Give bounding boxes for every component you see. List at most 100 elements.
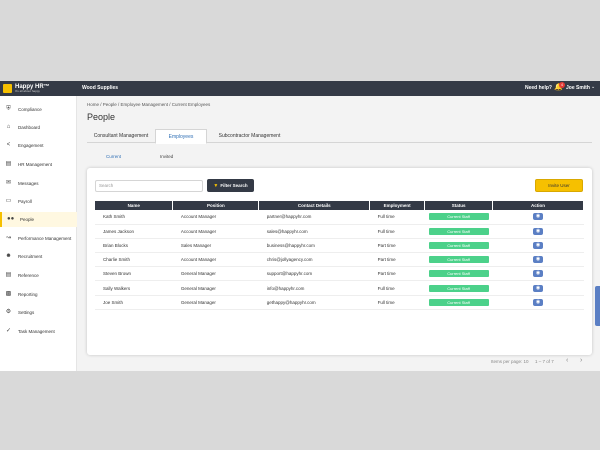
tab-subcontractor-management[interactable]: Subcontractor Management (218, 133, 281, 139)
subtab-current[interactable]: Current (106, 154, 122, 159)
envelope-icon: ✉ (5, 180, 12, 186)
search-input[interactable]: Search (95, 180, 203, 192)
trend-icon: ↝ (5, 235, 12, 241)
bell-icon[interactable]: 🔔 (554, 84, 563, 91)
gear-icon: ⚙ (5, 309, 12, 315)
top-bar: Happy HR™ It's all about happy Wood Supp… (0, 81, 600, 96)
status-badge: Current Staff (428, 213, 489, 221)
sidebar-item-performance[interactable]: ↝ Performance Management (0, 231, 77, 246)
eye-icon[interactable]: ◉ (533, 284, 544, 292)
cell-action: ◉ (492, 210, 584, 225)
cell-status: Current Staff (424, 224, 493, 239)
cell-name: Charlie Smith (95, 252, 173, 268)
status-badge: Current Staff (428, 241, 489, 249)
cell-status: Current Staff (424, 266, 493, 282)
cell-name: James Jackson (95, 224, 173, 239)
column-header-employment[interactable]: Employment (369, 201, 426, 210)
sidebar-item-label: Task Management (18, 329, 55, 334)
subtab-invited[interactable]: Invited (160, 154, 174, 159)
cell-contact: gethappy@happyhr.com (258, 295, 370, 310)
eye-icon[interactable]: ◉ (533, 241, 544, 249)
cell-name: Steven Brown (95, 266, 173, 282)
column-header-name[interactable]: Name (95, 201, 174, 210)
sidebar-item-people[interactable]: ●● People (0, 212, 77, 227)
sidebar-item-messages[interactable]: ✉ Messages (0, 176, 77, 191)
table-row[interactable]: Joe Smith General Manager gethappy@happy… (95, 295, 584, 310)
cell-action: ◉ (492, 295, 584, 310)
tab-consultant-management[interactable]: Consultant Management (93, 133, 149, 139)
filter-search-button[interactable]: ▼ Filter Search (207, 179, 254, 192)
items-per-page-select[interactable]: Items per page: 10 (491, 359, 529, 364)
employees-table: Name Position Contact Details Employment… (95, 201, 584, 310)
eye-icon[interactable]: ◉ (533, 227, 544, 235)
cell-employment: Part time (369, 252, 425, 268)
cell-employment: Full time (369, 210, 425, 225)
table-row[interactable]: Brian Blocks Sales Manager business@happ… (95, 238, 584, 254)
chevron-down-icon[interactable]: ⌄ (591, 84, 596, 90)
sidebar-item-label: Settings (18, 310, 35, 315)
book-icon: ▤ (5, 272, 12, 278)
column-header-status[interactable]: Status (424, 201, 494, 210)
sidebar-item-reference[interactable]: ▤ Reference (0, 268, 77, 283)
column-header-contact[interactable]: Contact Details (258, 201, 371, 210)
eye-icon[interactable]: ◉ (533, 270, 544, 278)
breadcrumb[interactable]: Home / People / Employee Management / Cu… (87, 102, 211, 107)
cell-status: Current Staff (424, 295, 493, 310)
people-icon: ●● (7, 216, 15, 222)
sidebar-item-label: Engagement (18, 143, 44, 148)
chart-icon: ▩ (5, 291, 12, 297)
sidebar-item-label: People (20, 217, 35, 222)
status-badge: Current Staff (428, 298, 489, 306)
next-page-icon[interactable]: › (580, 357, 583, 364)
sidebar-item-label: Payroll (18, 199, 32, 204)
table-header-row: Name Position Contact Details Employment… (95, 201, 584, 210)
cell-action: ◉ (492, 280, 584, 296)
filter-icon: ▼ (213, 182, 219, 189)
sidebar-item-payroll[interactable]: ▭ Payroll (0, 194, 77, 209)
cell-employment: Full time (369, 224, 425, 239)
logo[interactable]: Happy HR™ It's all about happy (3, 83, 50, 94)
cell-position: Account Manager (172, 252, 259, 268)
invite-user-button[interactable]: Invite User (535, 179, 583, 192)
notification-badge: 4 (559, 82, 565, 88)
sidebar-item-label: Messages (18, 181, 39, 186)
sidebar-item-task-management[interactable]: ✓ Task Management (0, 324, 77, 339)
sidebar-item-label: Reporting (18, 292, 38, 297)
table-row[interactable]: James Jackson Account Manager sales@happ… (95, 224, 584, 239)
cell-name: Brian Blocks (95, 238, 173, 254)
help-link[interactable]: Need help? (525, 85, 552, 91)
cell-contact: info@happyhr.com (258, 280, 370, 296)
sidebar-item-reporting[interactable]: ▩ Reporting (0, 287, 77, 302)
sidebar-item-recruitment[interactable]: ☻ Recruitment (0, 249, 77, 264)
cell-employment: Part time (369, 238, 425, 254)
eye-icon[interactable]: ◉ (533, 256, 544, 264)
table-row[interactable]: Sally Walkers General Manager info@happy… (95, 280, 584, 296)
cell-name: Joe Smith (95, 295, 173, 310)
user-menu[interactable]: Joe Smith (566, 85, 590, 91)
table-row[interactable]: Charlie Smith Account Manager chris@joll… (95, 252, 584, 268)
prev-page-icon[interactable]: ‹ (566, 357, 569, 364)
column-header-action: Action (492, 201, 584, 210)
status-badge: Current Staff (428, 284, 489, 292)
sidebar-item-hr-management[interactable]: ▤ HR Management (0, 157, 77, 172)
cell-action: ◉ (492, 252, 584, 268)
company-name: Wood Supplies (82, 85, 119, 91)
sidebar-item-label: Reference (18, 273, 39, 278)
cell-action: ◉ (492, 266, 584, 282)
sidebar-item-label: Recruitment (18, 254, 43, 259)
feedback-side-tab[interactable] (595, 286, 600, 326)
cell-contact: chris@jollyagency.com (258, 252, 370, 268)
eye-icon[interactable]: ◉ (533, 213, 544, 221)
sidebar-item-label: Performance Management (18, 236, 72, 241)
table-row[interactable]: Kath Smith Account Manager partner@happy… (95, 210, 584, 225)
column-header-position[interactable]: Position (172, 201, 260, 210)
table-row[interactable]: Steven Brown General Manager support@hap… (95, 266, 584, 282)
sidebar-item-settings[interactable]: ⚙ Settings (0, 305, 77, 320)
eye-icon[interactable]: ◉ (533, 298, 544, 306)
tab-employees[interactable]: Employees (155, 129, 207, 144)
sidebar-item-engagement[interactable]: < Engagement (0, 138, 77, 153)
sidebar-item-dashboard[interactable]: ⌂ Dashboard (0, 120, 77, 135)
cell-action: ◉ (492, 224, 584, 239)
sidebar-item-compliance[interactable]: ⛨ Compliance (0, 102, 77, 117)
cell-status: Current Staff (424, 280, 493, 296)
